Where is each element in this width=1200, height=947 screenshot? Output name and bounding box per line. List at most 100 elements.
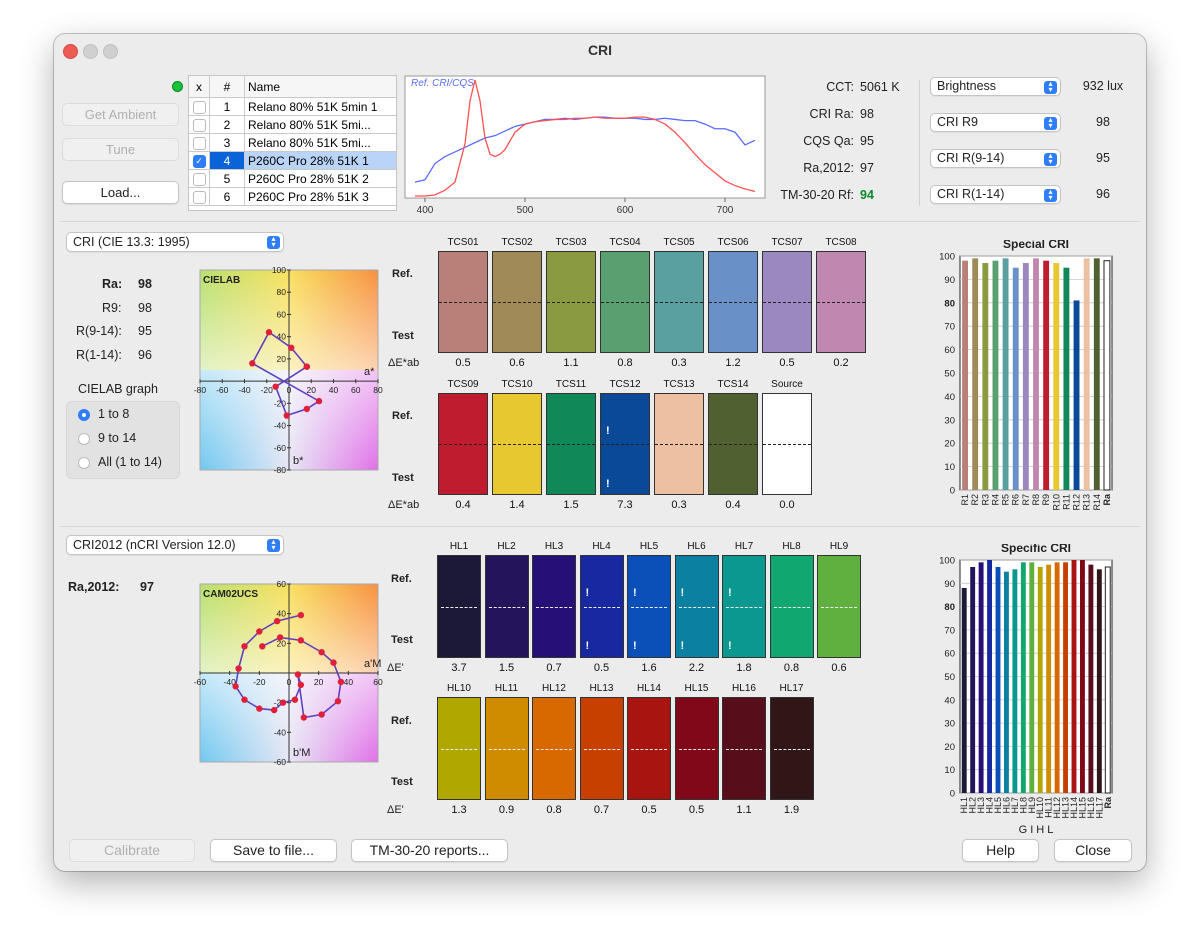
zoom-window-icon[interactable] — [103, 44, 118, 59]
column-header-name[interactable]: Name — [244, 76, 396, 98]
y-tick-label: 50 — [944, 369, 955, 380]
file-row[interactable]: 2 Relano 80% 51K 5mi... — [189, 115, 396, 134]
x-tick-label: -40 — [238, 385, 251, 395]
hl-delta-e: 0.6 — [831, 662, 847, 674]
y-tick-label: 0 — [950, 789, 955, 800]
metric-select[interactable]: CRI R(1-14) ▴ ▾ — [930, 185, 1061, 204]
cam-point — [279, 699, 287, 706]
radio-button[interactable] — [78, 456, 90, 469]
chevron-updown-icon: ▴ ▾ — [267, 235, 280, 249]
bar — [987, 560, 993, 793]
cam-point — [256, 628, 263, 635]
y-tick-label: 40 — [277, 332, 287, 342]
cam-point — [297, 611, 305, 619]
x-tick-label: HL13 — [1061, 797, 1071, 819]
metric-select[interactable]: Brightness ▴ ▾ — [930, 77, 1061, 96]
hl-delta-e: 0.8 — [783, 662, 800, 674]
status-led-icon — [172, 81, 183, 92]
file-row-number: 5 — [209, 169, 245, 188]
metric-select-value: 98 — [1096, 115, 1110, 129]
column-header-number[interactable]: # — [209, 76, 245, 98]
cam-point — [276, 634, 284, 641]
x-tick-label: HL14 — [1069, 797, 1079, 819]
cam02ucs-graph: -60 -40 -20 0 20 40 60604020-20-40-60CAM02UCSa… — [194, 579, 383, 767]
cri2012-method-select[interactable]: CRI2012 (nCRI Version 12.0) ▴ ▾ — [66, 535, 284, 555]
r914-value: 95 — [138, 324, 152, 338]
x-tick-label: Ra — [1103, 796, 1113, 808]
minimize-window-icon[interactable] — [83, 44, 98, 59]
warning-mark-icon: ! — [728, 640, 732, 653]
vertical-divider — [919, 80, 920, 206]
y-tick-label: 80 — [944, 602, 955, 613]
file-row-number: 1 — [209, 97, 245, 116]
load-button[interactable]: Load... — [62, 181, 179, 204]
column-header-x[interactable]: x — [189, 76, 210, 98]
x-tick-label: 40 — [329, 385, 339, 395]
file-row[interactable]: 1 Relano 80% 51K 5min 1 — [189, 97, 396, 116]
x-tick-label: 700 — [717, 205, 734, 216]
bar — [1083, 258, 1090, 490]
tm30-reports-button[interactable]: TM-30-20 reports... — [351, 839, 508, 862]
bar — [1020, 562, 1026, 793]
close-window-icon[interactable] — [63, 44, 78, 59]
y-tick-label: -60 — [274, 757, 287, 767]
file-row[interactable]: 5 P260C Pro 28% 51K 2 — [189, 169, 396, 188]
file-row-checkbox[interactable] — [192, 136, 206, 150]
hl-name: HL3 — [544, 541, 564, 552]
x-tick-label: 80 — [373, 385, 383, 395]
split-line — [601, 302, 649, 303]
cielab-radio-option[interactable]: 1 to 8 — [78, 407, 129, 421]
radio-button[interactable] — [78, 432, 90, 445]
cam-point — [232, 683, 239, 690]
file-row-checkbox[interactable] — [192, 118, 206, 132]
get-ambient-button[interactable]: Get Ambient — [62, 103, 179, 126]
file-row-checkbox[interactable] — [192, 190, 206, 204]
x-tick-label: HL8 — [1018, 797, 1028, 814]
cielab-radio-option[interactable]: 9 to 14 — [78, 431, 136, 445]
cam-point — [330, 659, 337, 666]
cam-shift-line — [234, 614, 342, 719]
warning-mark-icon: ! — [728, 586, 732, 599]
file-row[interactable]: 3 Relano 80% 51K 5mi... — [189, 133, 396, 152]
cam-point — [337, 678, 345, 686]
cam-b-label: b'M — [293, 747, 310, 759]
x-tick-label: HL10 — [1035, 797, 1045, 819]
split-line — [536, 606, 572, 608]
file-list[interactable]: x # Name 1 Relano 80% 51K 5min 1 2 Relano 8… — [188, 75, 397, 211]
calibrate-button[interactable]: Calibrate — [69, 839, 195, 862]
file-row-checkbox[interactable]: ✓ — [192, 154, 206, 168]
tune-button[interactable]: Tune — [62, 138, 179, 161]
test-row-label: Test — [391, 776, 413, 789]
hl-name: HL5 — [639, 541, 659, 552]
hl-swatch: !! — [674, 555, 719, 658]
split-line — [817, 302, 865, 303]
y-tick-label: 100 — [939, 252, 955, 263]
y-tick-label: 20 — [944, 742, 955, 753]
warning-mark-icon: ! — [680, 640, 685, 653]
radio-button[interactable] — [78, 408, 90, 421]
file-row-checkbox[interactable] — [192, 100, 206, 114]
hl-name: HL7 — [734, 541, 754, 552]
save-to-file-button[interactable]: Save to file... — [210, 839, 337, 862]
y-tick-label: 20 — [277, 638, 287, 648]
metric-select[interactable]: CRI R(9-14) ▴ ▾ — [930, 149, 1061, 168]
hl-swatch — [532, 555, 576, 658]
tcs-swatch — [708, 393, 758, 495]
tcs-swatch — [762, 393, 812, 495]
tcs-delta-e: 0.3 — [671, 357, 687, 369]
cri-method-select[interactable]: CRI (CIE 13.3: 1995) ▴ ▾ — [66, 232, 284, 252]
tcs-swatch — [546, 251, 596, 353]
file-row-checkbox[interactable] — [192, 172, 206, 186]
hl-delta-e: 0.7 — [546, 662, 562, 674]
metric-select[interactable]: CRI R9 ▴ ▾ — [930, 113, 1061, 132]
y-tick-label: 0 — [950, 486, 955, 497]
file-row[interactable]: 6 P260C Pro 28% 51K 3 — [189, 187, 396, 206]
file-row[interactable]: ✓ 4 P260C Pro 28% 51K 1 — [189, 151, 396, 170]
cielab-graph-label: CIELAB graph — [78, 382, 158, 396]
tcs-delta-e: 1.5 — [563, 499, 579, 511]
close-button[interactable]: Close — [1054, 839, 1132, 862]
y-tick-label: 100 — [939, 556, 955, 567]
cielab-radio-option[interactable]: All (1 to 14) — [78, 455, 162, 469]
help-button[interactable]: Help — [962, 839, 1039, 862]
x-tick-label: -40 — [224, 677, 237, 687]
